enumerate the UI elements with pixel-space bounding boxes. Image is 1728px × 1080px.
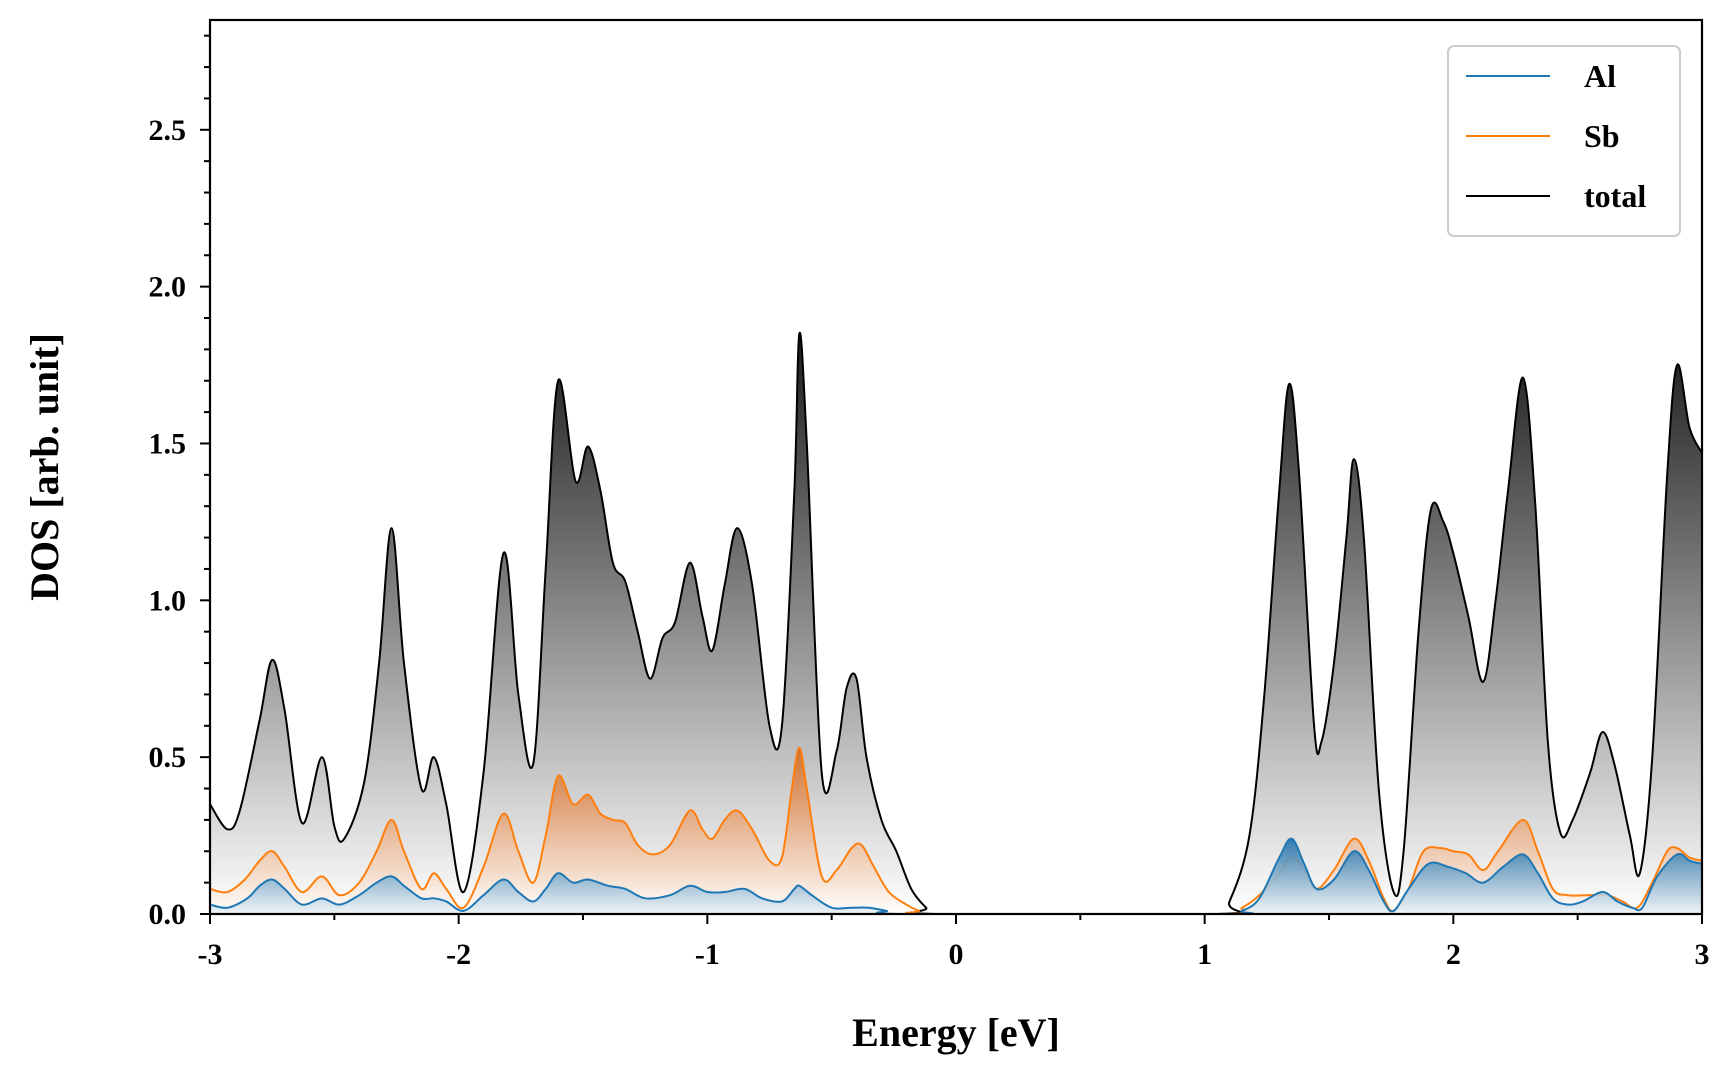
legend-label-sb: Sb	[1584, 118, 1620, 154]
series-line-total	[210, 331, 1702, 914]
x-tick-label: 2	[1446, 938, 1461, 971]
y-tick-label: 0.5	[149, 741, 187, 774]
x-axis-title: Energy [eV]	[852, 1010, 1060, 1055]
series-area-al	[210, 838, 1702, 914]
x-tick-label: 0	[949, 938, 964, 971]
y-axis: 0.0 0.5 1.0 1.5 2.0 2.5	[149, 34, 210, 931]
x-tick-label: -1	[695, 938, 720, 971]
series-layer	[210, 331, 1702, 914]
x-axis: -3 -2 -1 0 1 2 3	[198, 914, 1710, 971]
x-tick-label: -3	[198, 938, 223, 971]
series-area-total	[210, 332, 1702, 914]
legend-label-al: Al	[1584, 58, 1616, 94]
y-tick-label: 1.0	[149, 584, 187, 617]
y-tick-label: 0.0	[149, 898, 187, 931]
x-tick-label: -2	[446, 938, 471, 971]
series-line-sb	[210, 746, 1702, 914]
y-tick-label: 1.5	[149, 427, 187, 460]
series-line-al	[210, 837, 1702, 914]
legend-box	[1447, 45, 1681, 237]
x-tick-label: 3	[1695, 938, 1710, 971]
legend: Al Sb total	[1447, 45, 1681, 237]
y-tick-label: 2.5	[149, 114, 187, 147]
series-area-sb	[210, 747, 1702, 914]
y-tick-label: 2.0	[149, 271, 187, 304]
y-axis-title: DOS [arb. unit]	[22, 333, 67, 601]
x-tick-label: 1	[1197, 938, 1212, 971]
legend-label-total: total	[1584, 178, 1646, 214]
